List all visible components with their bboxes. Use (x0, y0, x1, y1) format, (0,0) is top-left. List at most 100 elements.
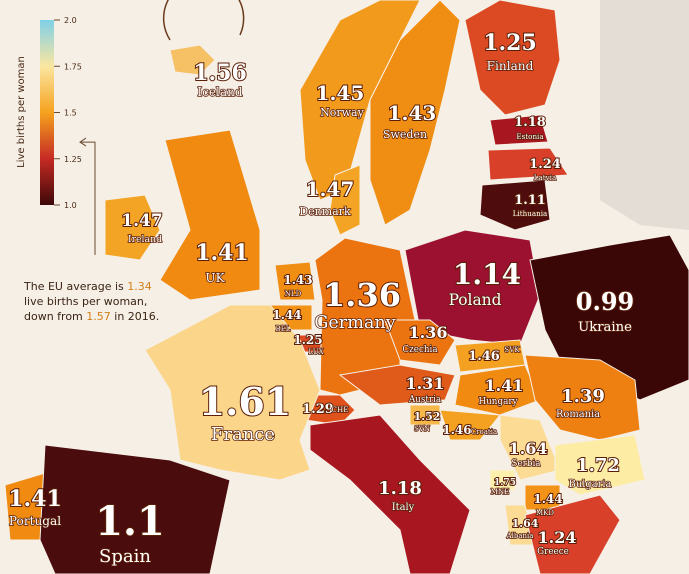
note-value: 1.57 (86, 310, 111, 323)
country-name: Norway (320, 106, 364, 119)
value-label: 1.64 (512, 517, 539, 530)
value-label: 1.56 (193, 60, 247, 86)
value-label: 1.25 (483, 30, 537, 56)
value-label: 1.18 (378, 478, 422, 499)
country-name: Spain (99, 546, 151, 567)
country (554, 434, 646, 496)
country-name: Romania (556, 409, 600, 420)
iceland-inset-arc (162, 0, 245, 41)
country (104, 194, 161, 261)
legend-title: Live births per woman (16, 56, 27, 168)
note-text: live births per woman, (24, 295, 147, 308)
eu-average-arrow (79, 137, 96, 255)
country (524, 354, 641, 441)
country-name: Italy (392, 502, 415, 513)
value-label: 1.25 (293, 333, 322, 347)
country-name: NLD (285, 290, 302, 298)
value-label: 1.43 (283, 273, 312, 287)
country-name: Bulgaria (569, 479, 612, 490)
colorbar (40, 20, 54, 205)
country (489, 469, 516, 491)
country-name: Lithuania (513, 209, 548, 218)
tick-label: 1.25 (64, 155, 82, 164)
country-name: Iceland (197, 85, 243, 99)
value-label: 1.43 (388, 101, 437, 125)
country-name: Croatia (471, 428, 497, 436)
country-name: Estonia (516, 132, 544, 141)
country (479, 179, 551, 231)
value-label: 1.47 (306, 177, 355, 201)
value-label: 1.41 (8, 486, 62, 512)
country (369, 0, 461, 226)
note-value: 1.34 (127, 280, 152, 293)
tick-label: 1.5 (64, 109, 77, 118)
country (439, 409, 501, 441)
country (524, 494, 621, 574)
value-label: 1.72 (576, 455, 620, 476)
value-label: 1.46 (442, 423, 471, 437)
value-label: 1.39 (561, 386, 605, 407)
country-name: Austria (408, 395, 441, 405)
value-label: 1.44 (533, 492, 562, 506)
country-name: Ireland (128, 234, 162, 245)
value-label: 1.24 (529, 157, 561, 172)
country-name: UK (205, 271, 225, 285)
note-text: in 2016. (114, 310, 159, 323)
country (169, 44, 216, 76)
value-label: 1.1 (95, 498, 165, 545)
country-name: Hungary (478, 397, 517, 407)
country-name: Sweden (383, 128, 427, 141)
tick-label: 2.0 (64, 16, 77, 25)
tick-label: 1.0 (64, 201, 77, 210)
country-name: MNE (491, 488, 509, 496)
country (329, 164, 361, 236)
country-name: Germany (314, 313, 395, 333)
country (314, 237, 416, 396)
country-name: Portugal (9, 514, 61, 528)
value-label: 1.11 (514, 193, 546, 208)
value-label: 1.36 (409, 323, 448, 342)
country (489, 114, 549, 146)
country-name: Finland (487, 59, 534, 73)
country (159, 129, 261, 301)
country (144, 304, 321, 481)
value-label: 1.24 (538, 528, 577, 547)
country-name: Denmark (299, 205, 351, 218)
country-name: BEL (276, 325, 291, 333)
country-name: LUX (308, 348, 323, 356)
value-label: 1.14 (453, 258, 521, 291)
country-name: Czechia (402, 345, 437, 355)
country (274, 261, 316, 301)
country (338, 364, 456, 406)
value-label: 1.45 (316, 81, 365, 105)
country-name: Ukraine (578, 320, 632, 335)
value-label: 1.44 (272, 308, 301, 322)
country (309, 414, 471, 574)
land-outside (600, 0, 689, 230)
country (409, 404, 441, 426)
country-name: Serbia (511, 459, 540, 469)
country-name: Poland (449, 291, 502, 309)
value-label: 1.46 (468, 349, 500, 364)
value-label: 1.29 (302, 402, 334, 417)
country-name: MKD (536, 509, 554, 517)
value-label: 1.61 (199, 379, 292, 424)
country-name: Greece (537, 547, 569, 557)
tick-label: 1.75 (64, 62, 82, 71)
value-label: 1.47 (121, 211, 162, 231)
value-label: 1.41 (485, 376, 524, 395)
note: The EU average is 1.34 live births per w… (23, 280, 159, 323)
country (487, 147, 569, 181)
value-label: 1.31 (406, 374, 445, 393)
note-text: down from (24, 310, 83, 323)
country (499, 414, 561, 481)
value-label: 1.64 (509, 439, 548, 458)
country (454, 364, 541, 416)
country (384, 319, 456, 366)
country (39, 444, 231, 574)
value-label: 1.41 (195, 240, 249, 266)
country-name: SVN (414, 425, 430, 433)
country-name: SVK (504, 345, 520, 354)
country (464, 0, 561, 116)
